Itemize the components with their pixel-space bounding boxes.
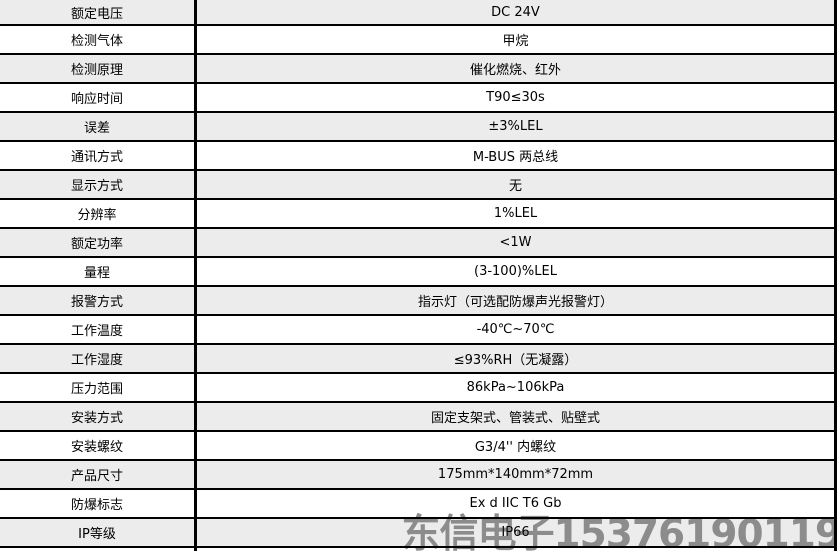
row-value: 无 bbox=[508, 179, 522, 194]
table-row: 检测原理 催化燃烧、红外 bbox=[0, 55, 834, 84]
table-row bbox=[0, 548, 834, 551]
row-label: 工作温度 bbox=[0, 316, 197, 343]
row-value: 催化燃烧、红外 bbox=[469, 63, 561, 78]
row-label: 工作湿度 bbox=[0, 345, 197, 372]
table-row: 额定电压 DC 24V bbox=[0, 0, 834, 26]
table-row: 安装方式 固定支架式、管装式、贴壁式 bbox=[0, 403, 834, 432]
row-value: 86kPa~106kPa bbox=[466, 380, 565, 395]
table-row: IP等级 IP66 bbox=[0, 519, 834, 548]
row-value: ≤93%RH（无凝露） bbox=[453, 353, 578, 368]
row-label: IP等级 bbox=[0, 519, 197, 546]
row-value: 指示灯（可选配防爆声光报警灯） bbox=[417, 295, 613, 310]
table-row: 显示方式 无 bbox=[0, 171, 834, 200]
table-row: 误差 ±3%LEL bbox=[0, 113, 834, 142]
row-label: 通讯方式 bbox=[0, 142, 197, 169]
row-label: 检测气体 bbox=[0, 26, 197, 53]
row-label: 误差 bbox=[0, 113, 197, 140]
row-label: 额定功率 bbox=[0, 229, 197, 256]
row-value: 175mm*140mm*72mm bbox=[437, 467, 594, 482]
row-value: 固定支架式、管装式、贴壁式 bbox=[430, 411, 600, 426]
row-label bbox=[0, 548, 197, 551]
table-row: 响应时间 T90≤30s bbox=[0, 84, 834, 113]
row-label: 安装方式 bbox=[0, 403, 197, 430]
table-row: 额定功率 <1W bbox=[0, 229, 834, 258]
row-value: (3-100)%LEL bbox=[474, 264, 557, 279]
row-value: Ex d IIC T6 Gb bbox=[469, 496, 562, 511]
row-value: <1W bbox=[499, 235, 532, 250]
row-label: 防爆标志 bbox=[0, 490, 197, 517]
row-label: 安装螺纹 bbox=[0, 432, 197, 459]
row-label: 显示方式 bbox=[0, 171, 197, 198]
row-value: G3/4'' 内螺纹 bbox=[474, 440, 557, 455]
table-row: 工作温度 -40℃~70℃ bbox=[0, 316, 834, 345]
table-row: 报警方式 指示灯（可选配防爆声光报警灯） bbox=[0, 287, 834, 316]
row-label: 检测原理 bbox=[0, 55, 197, 82]
row-value: T90≤30s bbox=[486, 90, 545, 105]
row-label: 分辨率 bbox=[0, 200, 197, 227]
table-row: 压力范围 86kPa~106kPa bbox=[0, 374, 834, 403]
row-label: 量程 bbox=[0, 258, 197, 285]
table-row: 安装螺纹 G3/4'' 内螺纹 bbox=[0, 432, 834, 461]
row-label: 响应时间 bbox=[0, 84, 197, 111]
row-value: DC 24V bbox=[491, 4, 540, 20]
table-row: 工作湿度 ≤93%RH（无凝露） bbox=[0, 345, 834, 374]
row-label: 报警方式 bbox=[0, 287, 197, 314]
table-row: 检测气体 甲烷 bbox=[0, 26, 834, 55]
table-row: 防爆标志 Ex d IIC T6 Gb bbox=[0, 490, 834, 519]
row-value: M-BUS 两总线 bbox=[472, 150, 559, 165]
table-row: 量程 (3-100)%LEL bbox=[0, 258, 834, 287]
table-row: 通讯方式 M-BUS 两总线 bbox=[0, 142, 834, 171]
table-row: 分辨率 1%LEL bbox=[0, 200, 834, 229]
row-value: ±3%LEL bbox=[488, 119, 543, 134]
table-row: 产品尺寸 175mm*140mm*72mm bbox=[0, 461, 834, 490]
row-label: 额定电压 bbox=[0, 0, 197, 24]
row-value: IP66 bbox=[501, 525, 530, 540]
row-value: 1%LEL bbox=[493, 206, 538, 221]
row-value: 甲烷 bbox=[502, 34, 529, 49]
row-label: 压力范围 bbox=[0, 374, 197, 401]
row-value: -40℃~70℃ bbox=[476, 322, 555, 337]
row-label: 产品尺寸 bbox=[0, 461, 197, 488]
